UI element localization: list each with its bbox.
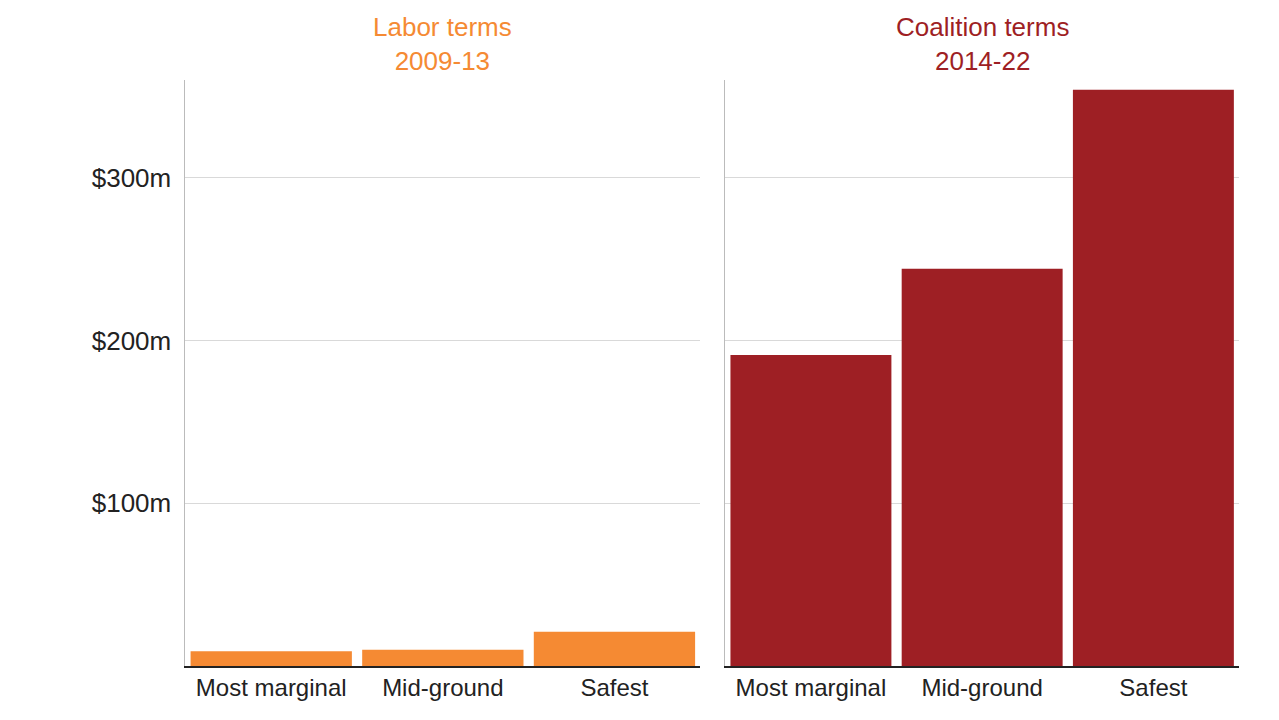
svg-text:Most marginal: Most marginal — [196, 674, 347, 701]
svg-text:$100m: $100m — [92, 488, 172, 518]
svg-text:Labor terms2009-13: Labor terms2009-13 — [373, 12, 512, 76]
svg-text:Most marginal: Most marginal — [736, 674, 887, 701]
svg-text:Safest: Safest — [580, 674, 648, 701]
svg-text:$200m: $200m — [92, 326, 172, 356]
svg-text:Mid-ground: Mid-ground — [382, 674, 503, 701]
svg-text:Coalition terms2014-22: Coalition terms2014-22 — [896, 12, 1069, 76]
svg-text:Mid-ground: Mid-ground — [921, 674, 1042, 701]
svg-text:$300m: $300m — [92, 163, 172, 193]
svg-text:Safest: Safest — [1119, 674, 1187, 701]
